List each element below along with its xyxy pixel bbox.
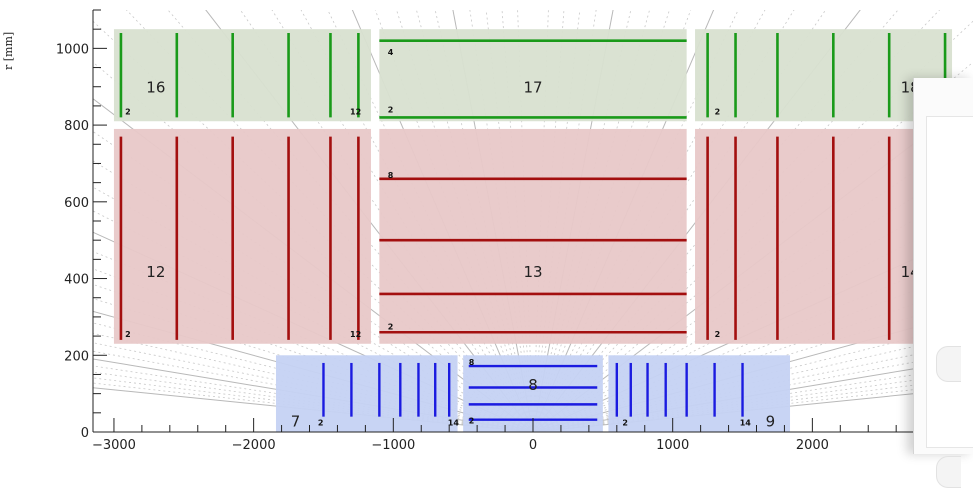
x-tick-label: −2000 — [232, 438, 276, 453]
y-tick-label: 0 — [81, 426, 89, 441]
volume-12-label: 12 — [146, 263, 165, 281]
eta-line — [93, 342, 534, 432]
volume-18-region — [695, 29, 953, 122]
volume-14-region — [695, 128, 953, 344]
eta-line — [93, 382, 534, 432]
volume-17-first-layer-index: 2 — [388, 106, 394, 115]
volume-7-region — [275, 355, 458, 432]
eta-line — [532, 332, 973, 432]
eta-line — [93, 371, 534, 432]
volume-12-region — [113, 128, 371, 344]
x-tick-label: 1000 — [656, 438, 689, 453]
volume-17-last-layer-index: 4 — [388, 48, 394, 57]
volume-13-label: 13 — [523, 263, 542, 281]
y-axis-label: r [mm] — [2, 31, 15, 70]
y-tick-label: 800 — [64, 119, 89, 134]
overlay-side-panel — [913, 78, 973, 488]
overlay-panel-control[interactable] — [936, 346, 961, 382]
volume-16-first-layer-index: 2 — [125, 108, 131, 117]
volume-12-last-layer-index: 12 — [350, 330, 361, 339]
eta-line — [532, 382, 973, 432]
volume-17-region — [379, 29, 687, 122]
volume-12-first-layer-index: 2 — [125, 330, 131, 339]
volume-8-first-layer-index: 2 — [469, 416, 475, 425]
y-tick-label: 600 — [64, 196, 89, 211]
volume-7-last-layer-index: 14 — [448, 418, 460, 427]
volume-14-first-layer-index: 2 — [715, 330, 721, 339]
volume-17-label: 17 — [523, 79, 542, 97]
x-tick-label: −1000 — [371, 438, 415, 453]
eta-line — [532, 377, 973, 432]
volume-7-first-layer-index: 2 — [318, 418, 324, 427]
volume-9-last-layer-index: 14 — [740, 418, 752, 427]
volume-9-label: 9 — [766, 412, 776, 430]
volume-16-last-layer-index: 12 — [350, 108, 361, 117]
volume-13-first-layer-index: 2 — [388, 323, 394, 332]
volume-8-label: 8 — [528, 376, 538, 394]
volume-18-first-layer-index: 2 — [715, 108, 721, 117]
overlay-panel-content — [926, 116, 973, 448]
volume-16-region — [113, 29, 371, 122]
volume-13-region — [379, 128, 687, 344]
y-tick-label: 400 — [64, 273, 89, 288]
x-tick-label: 2000 — [796, 438, 829, 453]
eta-line — [93, 377, 534, 432]
volume-16-label: 16 — [146, 79, 165, 97]
volume-9-first-layer-index: 2 — [622, 418, 628, 427]
x-tick-label: 0 — [529, 438, 537, 453]
x-tick-label: −3000 — [92, 438, 136, 453]
eta-line — [93, 332, 534, 432]
volume-8-last-layer-index: 8 — [469, 358, 475, 367]
volume-13-last-layer-index: 8 — [388, 171, 394, 180]
volume-7-label: 7 — [291, 412, 301, 430]
y-tick-label: 1000 — [56, 42, 89, 57]
y-tick-label: 200 — [64, 349, 89, 364]
axes: 0 200 400 600 800 1000 −3000 −2000 −1000 0 1000 200… — [56, 9, 973, 453]
volume-9-region — [608, 355, 791, 432]
eta-line — [532, 342, 973, 432]
overlay-panel-control[interactable] — [936, 456, 961, 488]
eta-line — [532, 371, 973, 432]
